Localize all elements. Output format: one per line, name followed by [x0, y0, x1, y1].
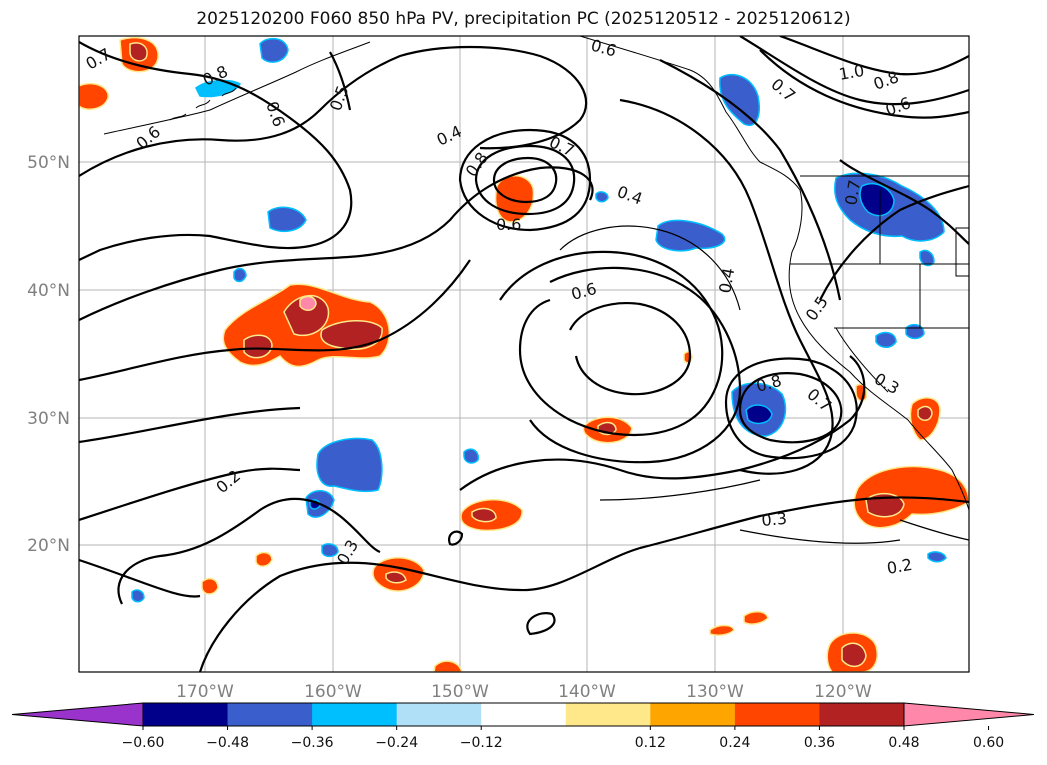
lat-label-40n: 40°N	[27, 281, 70, 301]
pv-contours-thick	[79, 36, 969, 672]
pv-contours-thin	[559, 225, 969, 544]
colorbar-tick-label: −0.36	[291, 735, 334, 751]
colorbar-segment	[227, 703, 313, 726]
map-title: 2025120200 F060 850 hPa PV, precipitatio…	[196, 9, 851, 29]
colorbar-tick-label: 0.60	[973, 735, 1004, 751]
colorbar-segment	[819, 703, 905, 726]
contour-label: 0.3	[761, 509, 788, 530]
colorbar-segment	[734, 703, 820, 726]
colorbar-tick-label: 0.24	[719, 735, 750, 751]
colorbar-segment	[396, 703, 482, 726]
map-area	[79, 36, 969, 672]
colorbar-segment	[481, 703, 567, 726]
coastlines	[103, 36, 969, 511]
contour-label: 1.0	[837, 61, 865, 84]
colorbar-tick-label: 0.12	[635, 735, 666, 751]
lon-label-170w: 170°W	[176, 682, 234, 702]
lat-label-20n: 20°N	[27, 536, 70, 556]
colorbar-tick-label: −0.24	[375, 735, 418, 751]
colorbar-tick-label: −0.60	[122, 735, 165, 751]
lat-label-50n: 50°N	[27, 153, 70, 173]
lon-label-160w: 160°W	[304, 682, 362, 702]
colorbar-tick-label: 0.36	[804, 735, 835, 751]
colorbar-segment	[143, 703, 229, 726]
lon-label-140w: 140°W	[558, 682, 616, 702]
graticule	[79, 36, 969, 672]
colorbar-segment	[312, 703, 398, 726]
contour-label: 0.6	[496, 215, 521, 234]
map-frame	[78, 35, 970, 673]
contour-label: 0.4	[715, 266, 738, 294]
lon-label-120w: 120°W	[814, 682, 872, 702]
colorbar-frame	[142, 702, 905, 727]
colorbar-extend-high	[903, 702, 1035, 727]
latitude-labels: 50°N 40°N 30°N 20°N	[27, 153, 70, 556]
colorbar-tick-label: 0.48	[888, 735, 919, 751]
contour-label: 0.7	[841, 178, 864, 206]
lat-label-30n: 30°N	[27, 409, 70, 429]
lon-label-150w: 150°W	[431, 682, 489, 702]
lon-label-130w: 130°W	[686, 682, 744, 702]
colorbar-tick-label: −0.12	[460, 735, 503, 751]
contour-label: 0.2	[885, 555, 913, 578]
colorbar-extend-low	[11, 702, 144, 727]
precip-negative-shading	[131, 37, 947, 603]
colorbar: −0.60 −0.48 −0.36 −0.24 −0.12 0.12 0.24 0.36 0.4…	[11, 702, 1035, 751]
colorbar-tick-label: −0.48	[206, 735, 249, 751]
longitude-labels: 170°W 160°W 150°W 140°W 130°W 120°W	[176, 682, 872, 702]
colorbar-segment	[650, 703, 736, 726]
colorbar-segment	[565, 703, 651, 726]
